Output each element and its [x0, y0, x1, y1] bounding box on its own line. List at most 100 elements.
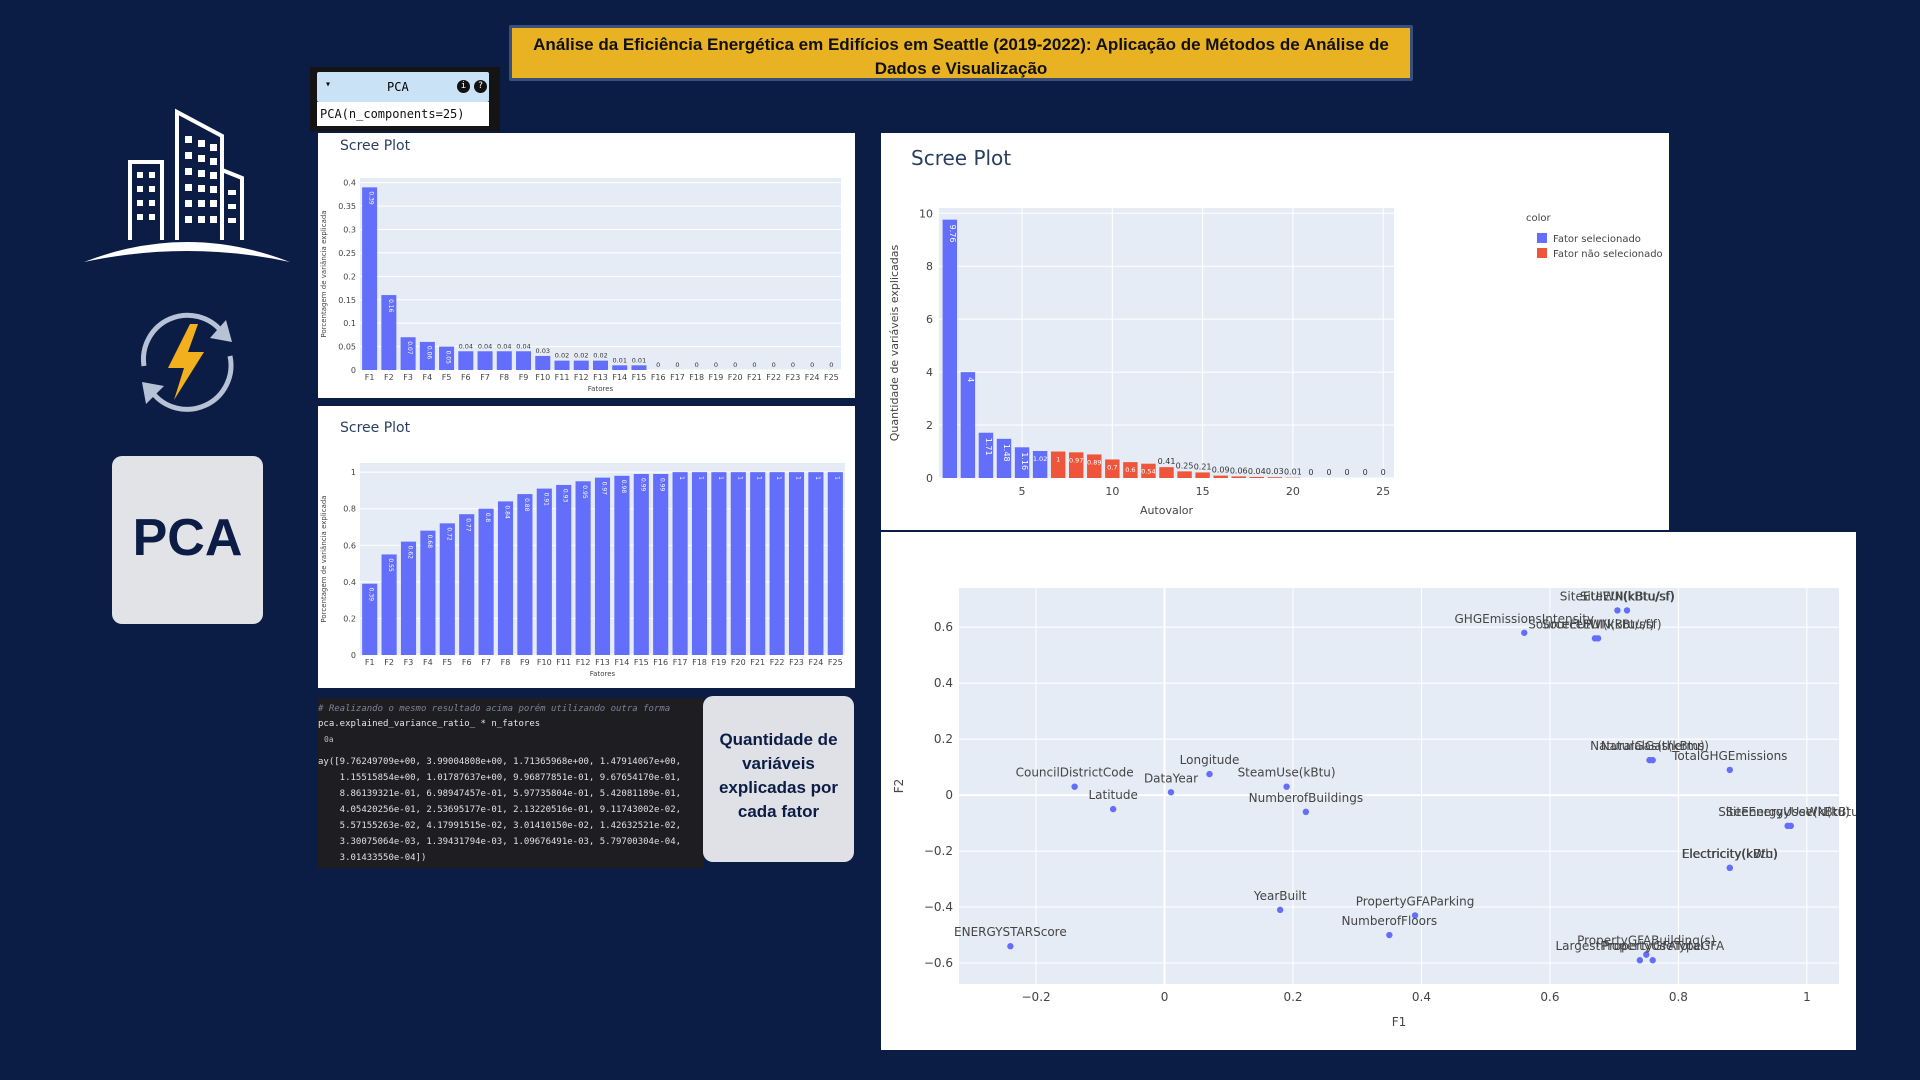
x-tick-label: F20: [728, 373, 743, 382]
scatter-point: [1636, 957, 1644, 964]
output-line: 3.01433550e-04]): [318, 853, 427, 863]
y-tick-label: 0: [926, 472, 933, 485]
data-label: 0.95: [581, 485, 588, 499]
energy-cycle-icon: [141, 312, 234, 412]
point-label: Latitude: [1088, 788, 1137, 802]
code-output-cell: # Realizando o mesmo resultado acima por…: [318, 698, 703, 868]
bar: [996, 438, 1012, 478]
data-label: 0.02: [574, 352, 588, 360]
data-label: 0.06: [1230, 466, 1248, 475]
data-label: 0.03: [536, 347, 550, 355]
data-label: 1.71: [984, 438, 993, 456]
data-label: 0.09: [1212, 466, 1230, 475]
y-axis-label: F2: [892, 779, 906, 794]
data-label: 1: [698, 476, 705, 480]
y-axis-label: Porcentagem de variância explicada: [320, 210, 328, 337]
info-icon[interactable]: i: [457, 80, 470, 93]
pca-widget-header[interactable]: ▾ PCA i ?: [317, 72, 489, 102]
bar: [672, 472, 688, 655]
x-tick-label: 0.8: [1669, 990, 1688, 1004]
quantity-card-line: variáveis: [742, 754, 815, 773]
y-tick-label: 0.4: [934, 676, 953, 690]
point-label: SourceEUIWN(kBtu/sf): [1528, 617, 1661, 631]
y-tick-label: 2: [926, 419, 933, 432]
data-label: 0.41: [1158, 457, 1176, 466]
toggle-icon[interactable]: ▾: [325, 79, 332, 90]
code-comment: # Realizando o mesmo resultado acima por…: [318, 704, 671, 714]
code-command: pca.explained_variance_ratio_ * n_fatore…: [318, 719, 541, 729]
data-label: 0.8: [484, 513, 491, 523]
data-label: 0.91: [542, 493, 549, 507]
data-label: 0.02: [593, 352, 607, 360]
bar: [477, 351, 493, 370]
x-tick-label: F24: [809, 658, 824, 667]
x-tick-label: 15: [1196, 485, 1210, 498]
x-tick-label: F10: [535, 373, 550, 382]
x-axis-label: Fatores: [588, 385, 614, 393]
scatter-point: [1007, 943, 1014, 950]
x-tick-label: F15: [634, 658, 649, 667]
scatter-point: [1649, 756, 1656, 764]
y-tick-label: 0.3: [343, 226, 356, 235]
data-label: 0.05: [445, 351, 452, 365]
point-label: SiteEnergyUseWN(kBtu): [1718, 805, 1856, 819]
point-label: NaturalGas(therms): [1590, 739, 1709, 753]
bar: [573, 360, 589, 370]
y-tick-label: −0.6: [924, 956, 953, 970]
data-label: 1: [795, 476, 802, 480]
bar: [1141, 463, 1156, 478]
scatter-point: [1276, 906, 1284, 914]
x-tick-label: 0.6: [1540, 990, 1559, 1004]
bar: [497, 501, 514, 655]
data-label: 0.68: [426, 535, 433, 549]
scree-plot-variance-chart: Scree Plot 0 0.05 0.1 0.15 0.2 0.25 0.3 0.35 0.4 0…: [320, 138, 841, 393]
data-label: 1: [756, 476, 763, 480]
data-label: 0: [772, 361, 776, 369]
y-tick-label: 0.15: [338, 296, 356, 305]
y-tick-label: 6: [926, 313, 933, 326]
bar: [536, 488, 552, 655]
bar: [942, 219, 958, 478]
bar: [960, 372, 976, 478]
page-title-text: Análise da Eficiência Energética em Edif…: [533, 35, 1389, 78]
chart-title: Scree Plot: [911, 146, 1011, 170]
x-tick-label: F14: [615, 658, 630, 667]
x-tick-label: F1: [365, 373, 375, 382]
y-tick-label: 0.2: [343, 272, 356, 281]
x-tick-label: F25: [824, 373, 839, 382]
chart-title: Scree Plot: [340, 138, 411, 154]
x-tick-label: F12: [576, 658, 591, 667]
x-tick-label: 10: [1105, 485, 1119, 498]
bar: [1177, 471, 1192, 478]
quantity-card-line: cada fator: [737, 802, 820, 821]
bar: [808, 472, 824, 655]
x-tick-label: F14: [612, 373, 627, 382]
data-label: 0: [1308, 468, 1313, 477]
data-label: 0.04: [478, 342, 492, 350]
x-tick-label: 0: [1161, 990, 1169, 1004]
bar: [439, 523, 455, 655]
y-tick-label: 4: [926, 366, 933, 379]
page-title: Análise da Eficiência Energética em Edif…: [509, 25, 1413, 81]
data-label: 0.98: [620, 480, 627, 494]
pca-estimator-widget: ▾ PCA i ? PCA(n_components=25): [310, 67, 500, 131]
scatter-point: [1283, 783, 1290, 790]
y-tick-label: 0.6: [343, 541, 356, 550]
legend-title: color: [1526, 213, 1552, 224]
scatter-point: [1411, 912, 1419, 919]
point-label: DataYear: [1144, 771, 1198, 785]
data-label: 0: [675, 361, 679, 369]
point-label: GHGEmissionsIntensity: [1455, 612, 1595, 626]
y-axis-label: Quantidade de variáveis explicadas: [888, 244, 901, 441]
data-label: 1: [833, 476, 840, 480]
bar: [1123, 462, 1138, 478]
x-tick-label: F4: [423, 658, 433, 667]
help-icon[interactable]: ?: [474, 80, 487, 93]
bar: [381, 295, 397, 370]
x-tick-label: F5: [442, 373, 452, 382]
scree-plot-panel-2: Scree Plot 0 0.2 0.4 0.6 0.8 1 0.39 F1 0.55 F2 0.62…: [318, 406, 855, 688]
point-label: Longitude: [1180, 753, 1240, 767]
building-icon: [84, 108, 290, 262]
data-label: 0.62: [407, 546, 414, 560]
